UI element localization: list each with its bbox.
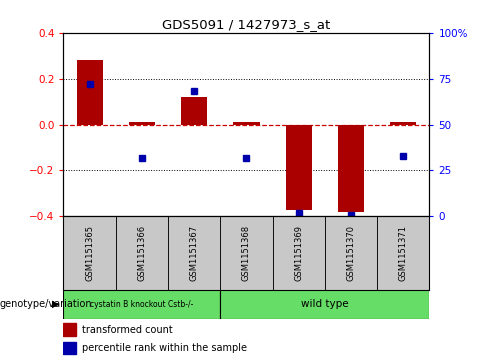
- Bar: [181, 97, 207, 125]
- Bar: [63, 342, 76, 354]
- Bar: [325, 216, 377, 290]
- Bar: [116, 216, 168, 290]
- Text: GSM1151371: GSM1151371: [399, 225, 408, 281]
- Text: GSM1151367: GSM1151367: [190, 225, 199, 281]
- Text: GSM1151365: GSM1151365: [85, 225, 94, 281]
- Bar: [285, 125, 312, 209]
- Text: ▶: ▶: [52, 299, 60, 309]
- Bar: [273, 216, 325, 290]
- Text: GSM1151370: GSM1151370: [346, 225, 356, 281]
- Bar: [63, 216, 116, 290]
- Bar: [338, 125, 364, 212]
- Text: cystatin B knockout Cstb-/-: cystatin B knockout Cstb-/-: [90, 300, 194, 309]
- Bar: [220, 216, 273, 290]
- Text: genotype/variation: genotype/variation: [0, 299, 93, 309]
- Text: GSM1151369: GSM1151369: [294, 225, 303, 281]
- Bar: [77, 60, 102, 125]
- Bar: [63, 290, 220, 319]
- Text: transformed count: transformed count: [82, 325, 172, 335]
- Text: percentile rank within the sample: percentile rank within the sample: [82, 343, 247, 353]
- Bar: [168, 216, 220, 290]
- Text: GSM1151368: GSM1151368: [242, 225, 251, 281]
- Bar: [129, 122, 155, 125]
- Bar: [390, 122, 416, 125]
- Title: GDS5091 / 1427973_s_at: GDS5091 / 1427973_s_at: [163, 19, 330, 32]
- Bar: [63, 323, 76, 336]
- Bar: [233, 122, 260, 125]
- Bar: [377, 216, 429, 290]
- Text: GSM1151366: GSM1151366: [137, 225, 146, 281]
- Bar: [220, 290, 429, 319]
- Text: wild type: wild type: [301, 299, 349, 309]
